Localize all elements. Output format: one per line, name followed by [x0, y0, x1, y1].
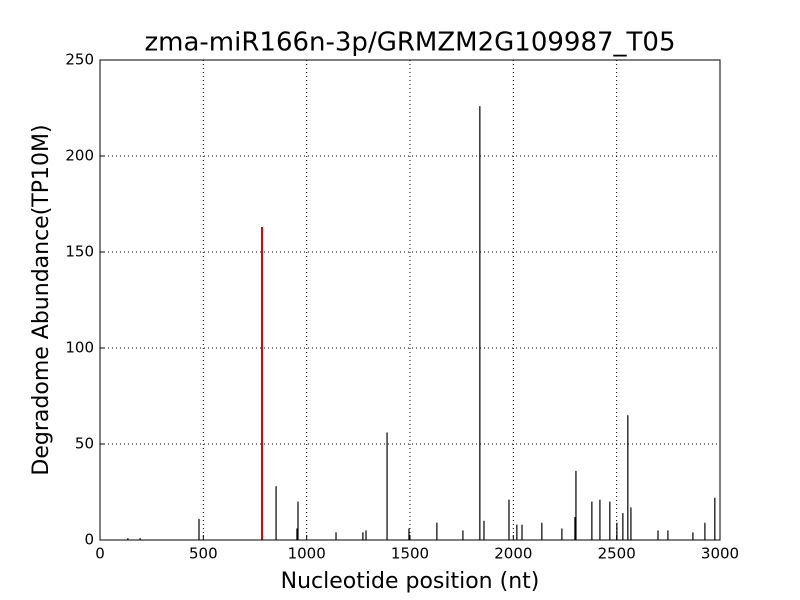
x-tick-label: 2500	[598, 545, 636, 563]
y-tick-label: 50	[75, 435, 94, 453]
x-tick-label: 0	[95, 545, 105, 563]
y-tick-label: 100	[65, 339, 94, 357]
y-tick-label: 250	[65, 51, 94, 69]
x-tick-label: 1500	[391, 545, 429, 563]
y-tick-label: 0	[84, 531, 94, 549]
y-tick-label: 150	[65, 243, 94, 261]
chart-title: zma-miR166n-3p/GRMZM2G109987_T05	[145, 28, 676, 58]
x-tick-label: 500	[189, 545, 218, 563]
plot-frame	[99, 59, 721, 541]
x-tick-label: 1000	[288, 545, 326, 563]
y-axis-label: Degradome Abundance(TP10M)	[29, 124, 54, 475]
x-axis-label: Nucleotide position (nt)	[281, 569, 540, 594]
x-tick-label: 2000	[494, 545, 532, 563]
y-tick-label: 200	[65, 147, 94, 165]
x-tick-label: 3000	[701, 545, 739, 563]
